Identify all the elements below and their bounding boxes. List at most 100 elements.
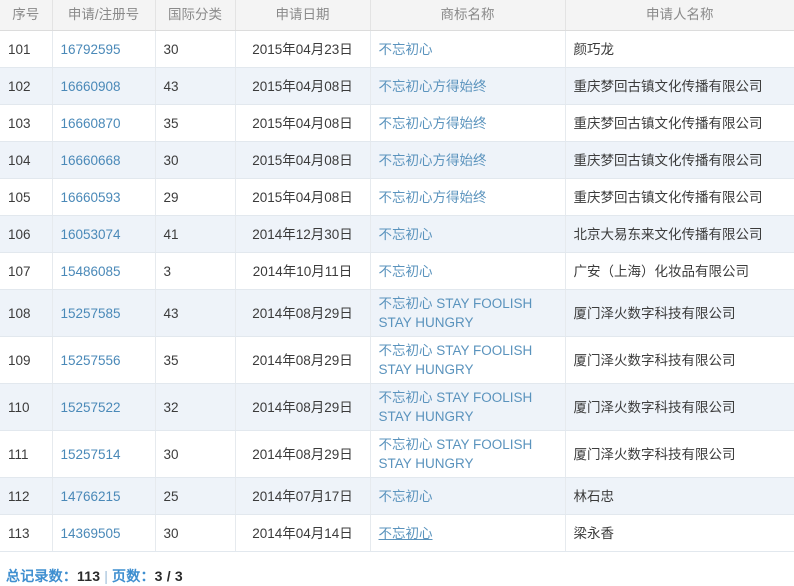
application-number-link[interactable]: 16660908 [60, 78, 121, 94]
cell-application-number: 15257514 [52, 430, 156, 478]
cell-application-number: 15257556 [52, 336, 156, 384]
cell-index: 113 [0, 514, 53, 552]
cell-trademark-name: 不忘初心 [370, 252, 566, 290]
cell-international-class: 29 [155, 178, 236, 216]
application-number-link[interactable]: 15257522 [60, 399, 121, 415]
cell-application-date: 2014年08月29日 [235, 289, 371, 337]
cell-index: 108 [0, 289, 53, 337]
table-row: 102 16660908 43 2015年04月08日 不忘初心方得始终 重庆梦回古镇文化… [0, 67, 794, 105]
table-row: 103 16660870 35 2015年04月08日 不忘初心方得始终 重庆梦回古镇文化… [0, 104, 794, 142]
cell-application-number: 16660668 [52, 141, 156, 179]
cell-applicant-name: 颜巧龙 [565, 30, 794, 68]
cell-application-date: 2014年08月29日 [235, 383, 371, 431]
trademark-name-link[interactable]: 不忘初心方得始终 [378, 78, 487, 94]
cell-international-class: 30 [155, 141, 236, 179]
application-number-link[interactable]: 16792595 [60, 41, 121, 57]
trademark-name-link[interactable]: 不忘初心方得始终 [378, 152, 487, 168]
application-number-link[interactable]: 16053074 [60, 226, 121, 242]
cell-application-date: 2015年04月08日 [235, 67, 371, 105]
application-number-link[interactable]: 15257514 [60, 446, 121, 462]
cell-application-number: 16792595 [52, 30, 156, 68]
application-number-link[interactable]: 16660593 [60, 189, 121, 205]
application-number-link[interactable]: 16660870 [60, 115, 121, 131]
cell-application-date: 2014年08月29日 [235, 430, 371, 478]
cell-applicant-name: 梁永香 [565, 514, 794, 552]
cell-international-class: 3 [155, 252, 236, 290]
cell-applicant-name: 厦门泽火数字科技有限公司 [565, 383, 794, 431]
cell-application-number: 16053074 [52, 215, 156, 253]
application-number-link[interactable]: 14369505 [60, 525, 121, 541]
cell-application-number: 16660593 [52, 178, 156, 216]
cell-application-number: 15257522 [52, 383, 156, 431]
table-row: 107 15486085 3 2014年10月11日 不忘初心 广安（上海）化妆品有限公司 [0, 252, 794, 290]
cell-trademark-name: 不忘初心 [370, 30, 566, 68]
cell-application-date: 2014年10月11日 [235, 252, 371, 290]
cell-trademark-name: 不忘初心方得始终 [370, 178, 566, 216]
table-row: 113 14369505 30 2014年04月14日 不忘初心 梁永香 [0, 514, 794, 552]
application-number-link[interactable]: 14766215 [60, 488, 121, 504]
page-count-value: 3 / 3 [154, 568, 183, 584]
trademark-name-link[interactable]: 不忘初心 STAY FOOLISH STAY HUNGRY [378, 343, 533, 377]
cell-applicant-name: 重庆梦回古镇文化传播有限公司 [565, 141, 794, 179]
trademark-name-link[interactable]: 不忘初心 [378, 226, 433, 242]
cell-international-class: 32 [155, 383, 236, 431]
trademark-name-link[interactable]: 不忘初心方得始终 [378, 115, 487, 131]
trademark-name-link[interactable]: 不忘初心 STAY FOOLISH STAY HUNGRY [378, 296, 533, 330]
cell-index: 107 [0, 252, 53, 290]
cell-index: 103 [0, 104, 53, 142]
cell-international-class: 30 [155, 30, 236, 68]
cell-index: 104 [0, 141, 53, 179]
trademark-name-link[interactable]: 不忘初心 [378, 488, 433, 504]
trademark-name-link[interactable]: 不忘初心 [378, 41, 433, 57]
table-row: 101 16792595 30 2015年04月23日 不忘初心 颜巧龙 [0, 30, 794, 68]
application-number-link[interactable]: 15257585 [60, 305, 121, 321]
trademark-name-link[interactable]: 不忘初心 STAY FOOLISH STAY HUNGRY [378, 390, 533, 424]
cell-trademark-name: 不忘初心方得始终 [370, 141, 566, 179]
trademark-name-link[interactable]: 不忘初心 [378, 525, 433, 541]
table-row: 112 14766215 25 2014年07月17日 不忘初心 林石忠 [0, 477, 794, 515]
cell-trademark-name: 不忘初心方得始终 [370, 67, 566, 105]
application-number-link[interactable]: 15257556 [60, 352, 121, 368]
cell-application-date: 2014年08月29日 [235, 336, 371, 384]
cell-index: 109 [0, 336, 53, 384]
table-header-row: 序号 申请/注册号 国际分类 申请日期 商标名称 申请人名称 [0, 0, 794, 31]
trademark-name-link[interactable]: 不忘初心 STAY FOOLISH STAY HUNGRY [378, 437, 533, 471]
cell-trademark-name: 不忘初心 [370, 514, 566, 552]
cell-applicant-name: 厦门泽火数字科技有限公司 [565, 336, 794, 384]
table-row: 108 15257585 43 2014年08月29日 不忘初心 STAY FOOLIS… [0, 289, 794, 337]
cell-international-class: 30 [155, 514, 236, 552]
table-row: 111 15257514 30 2014年08月29日 不忘初心 STAY FOOLIS… [0, 430, 794, 478]
trademark-name-link[interactable]: 不忘初心 [378, 263, 433, 279]
cell-application-date: 2015年04月08日 [235, 141, 371, 179]
cell-application-date: 2015年04月08日 [235, 178, 371, 216]
cell-trademark-name: 不忘初心 STAY FOOLISH STAY HUNGRY [370, 336, 566, 384]
table-row: 110 15257522 32 2014年08月29日 不忘初心 STAY FOOLIS… [0, 383, 794, 431]
cell-applicant-name: 重庆梦回古镇文化传播有限公司 [565, 178, 794, 216]
cell-index: 110 [0, 383, 53, 431]
results-footer: 总记录数：113 | 页数：3 / 3 [0, 552, 794, 586]
cell-trademark-name: 不忘初心 STAY FOOLISH STAY HUNGRY [370, 383, 566, 431]
cell-index: 106 [0, 215, 53, 253]
cell-application-date: 2014年04月14日 [235, 514, 371, 552]
column-header-trademark-name: 商标名称 [370, 0, 566, 31]
column-header-application-number: 申请/注册号 [52, 0, 156, 31]
application-number-link[interactable]: 15486085 [60, 263, 121, 279]
cell-application-date: 2015年04月08日 [235, 104, 371, 142]
cell-international-class: 35 [155, 104, 236, 142]
total-records-label: 总记录数 [6, 568, 63, 584]
trademark-name-link[interactable]: 不忘初心方得始终 [378, 189, 487, 205]
cell-international-class: 43 [155, 289, 236, 337]
cell-application-number: 16660908 [52, 67, 156, 105]
cell-trademark-name: 不忘初心 [370, 215, 566, 253]
page-count-colon: ： [140, 568, 155, 584]
cell-trademark-name: 不忘初心 STAY FOOLISH STAY HUNGRY [370, 289, 566, 337]
cell-application-date: 2014年12月30日 [235, 215, 371, 253]
application-number-link[interactable]: 16660668 [60, 152, 121, 168]
page-count-label: 页数 [112, 568, 141, 584]
cell-international-class: 43 [155, 67, 236, 105]
cell-international-class: 35 [155, 336, 236, 384]
cell-index: 111 [0, 430, 53, 478]
table-row: 109 15257556 35 2014年08月29日 不忘初心 STAY FOOLIS… [0, 336, 794, 384]
cell-index: 112 [0, 477, 53, 515]
